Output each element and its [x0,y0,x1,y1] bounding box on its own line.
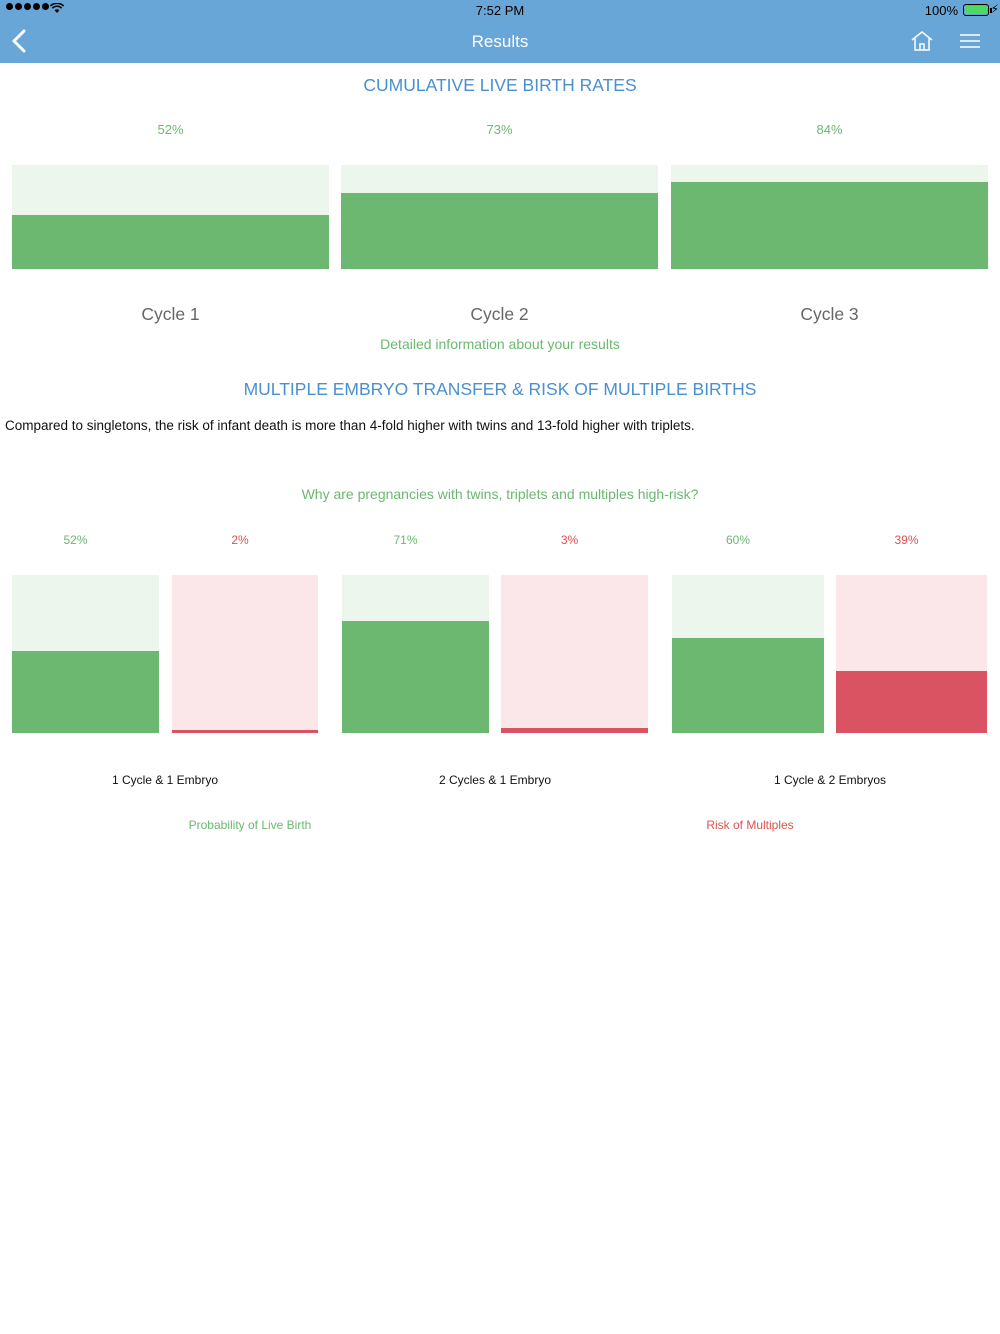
multiples-value-label: 2% [231,533,249,547]
live-birth-bar-fill [672,638,824,733]
legend-live-birth: Probability of Live Birth [188,818,312,832]
multiple-embryo-transfer-heading: MULTIPLE EMBRYO TRANSFER & RISK OF MULTI… [243,379,757,399]
battery-icon [963,4,989,16]
legend-multiples: Risk of Multiples [706,818,794,832]
live-birth-value-label: 60% [725,533,751,547]
live-birth-bar-fill [12,650,159,733]
value-label: 84% [816,122,843,137]
bar-3 [671,165,988,269]
why-high-risk-link[interactable]: Why are pregnancies with twins, triplets… [301,486,699,502]
bar-fill [671,181,988,269]
app-bar: 7:52 PM 100% ⚡ Results [0,0,1000,63]
live-birth-bar [342,575,489,733]
multiples-bar [501,575,648,733]
hamburger-menu-icon[interactable] [958,32,982,50]
multiples-bar [836,575,987,733]
bar-fill [341,193,658,269]
multiples-value-label: 3% [560,533,579,547]
live-birth-bar [12,575,159,733]
value-label: 52% [157,122,184,137]
status-bar: 7:52 PM 100% ⚡ [0,0,1000,20]
bar-fill [12,214,329,269]
cumulative-live-birth-rates-heading: CUMULATIVE LIVE BIRTH RATES [363,75,637,95]
multiples-bar [172,575,318,733]
group-label: 1 Cycle & 2 Embryos [773,773,887,787]
signal-icon [6,3,49,10]
multiples-bar-fill [836,671,987,733]
multiples-bar-fill [501,728,648,733]
detailed-info-link[interactable]: Detailed information about your results [380,336,620,352]
bar-1 [12,165,329,269]
group-label: 1 Cycle & 1 Embryo [111,773,219,787]
multiples-bar-fill [172,729,318,733]
page-title: Results [471,32,529,51]
live-birth-value-label: 71% [393,533,418,547]
infant-death-risk-paragraph: Compared to singletons, the risk of infa… [5,418,695,433]
charging-icon: ⚡ [990,2,999,16]
bar-2 [341,165,658,269]
category-label: Cycle 2 [470,304,529,324]
live-birth-value-label: 52% [63,533,88,547]
back-chevron-icon[interactable] [8,28,32,54]
multiples-value-label: 39% [894,533,919,547]
category-label: Cycle 3 [800,304,859,324]
status-time: 7:52 PM [475,3,525,18]
live-birth-bar [672,575,824,733]
wifi-icon [50,3,64,13]
live-birth-bar-fill [342,620,489,733]
category-label: Cycle 1 [141,304,200,324]
battery-percent: 100% [924,3,958,18]
value-label: 73% [486,122,513,137]
group-label: 2 Cycles & 1 Embryo [438,773,552,787]
home-icon[interactable] [909,30,935,52]
